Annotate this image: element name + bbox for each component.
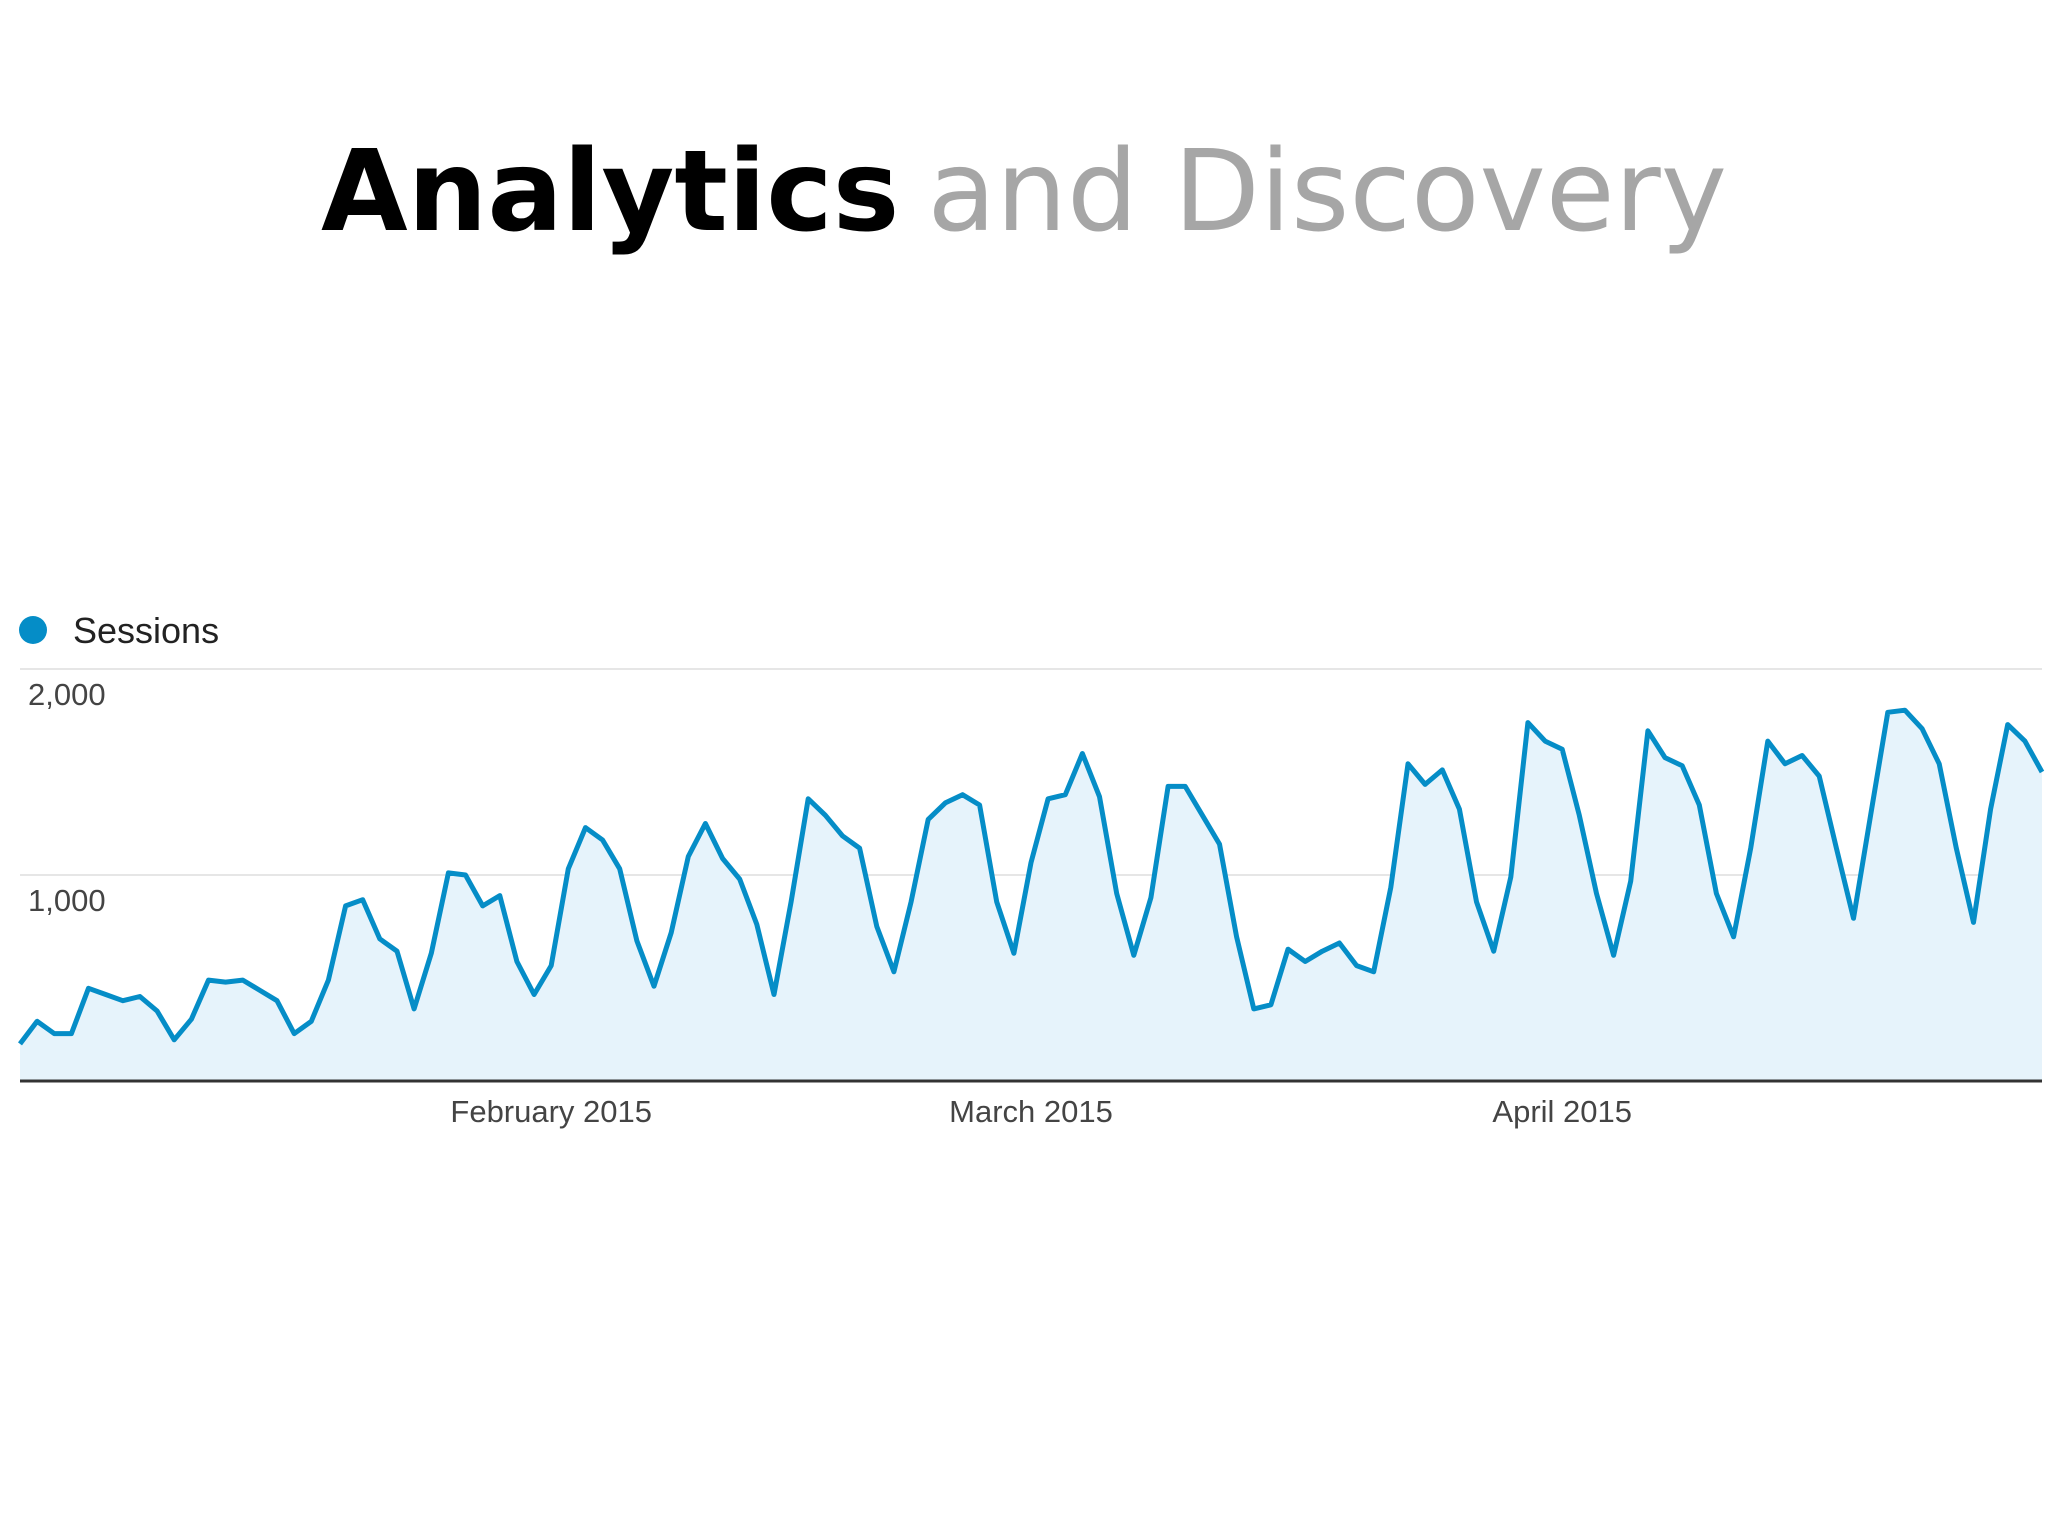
legend-label: Sessions [73, 610, 219, 651]
title-strong: Analytics [321, 127, 899, 257]
y-tick-label: 1,000 [28, 883, 106, 918]
line [18, 707, 2045, 1046]
slide-title: Analytics and Discovery [321, 127, 1727, 257]
title-light: and Discovery [927, 127, 1727, 257]
x-tick-label: April 2015 [1492, 1094, 1632, 1129]
x-tick-label: February 2015 [450, 1094, 652, 1129]
legend-dot [19, 616, 47, 644]
x-tick-label: March 2015 [949, 1094, 1113, 1129]
area-fill [20, 710, 2042, 1081]
y-tick-label: 2,000 [28, 677, 106, 712]
